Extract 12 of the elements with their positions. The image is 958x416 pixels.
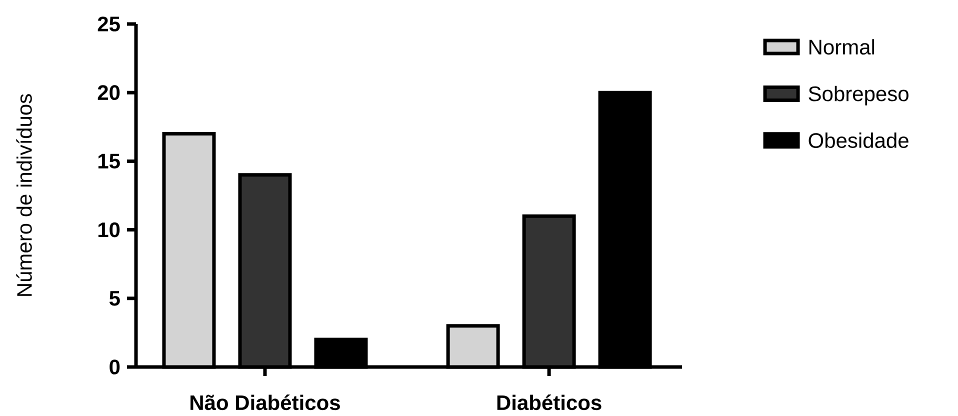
y-tick-label: 15	[98, 154, 120, 169]
legend-label: Normal	[809, 39, 874, 55]
y-axis-title: Número de indivíduos	[16, 94, 32, 296]
y-tick-label: 0	[110, 360, 120, 374]
y-tick-label: 5	[109, 291, 120, 306]
x-tick-label: Diabéticos	[497, 394, 602, 410]
x-tick-label: Não Diabéticos	[190, 394, 340, 410]
y-tick-label: 25	[98, 16, 120, 32]
y-tick-label: 20	[98, 85, 120, 100]
legend-label: Obesidade	[808, 132, 908, 148]
y-tick-label: 10	[98, 222, 120, 238]
legend-label: Sobrepeso	[808, 86, 908, 106]
